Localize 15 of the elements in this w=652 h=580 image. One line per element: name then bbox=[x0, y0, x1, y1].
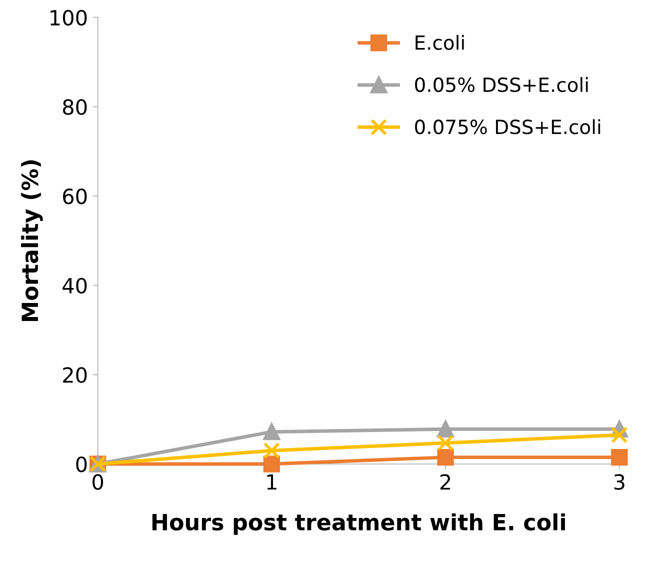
y-axis-title: Mortality (%) bbox=[21, 160, 43, 321]
x-axis-title: Hours post treatment with E. coli bbox=[152, 513, 565, 535]
y-tick-label: 20 bbox=[63, 367, 87, 383]
x-tick-label: 0 bbox=[92, 474, 104, 490]
y-tick-label: 0 bbox=[76, 456, 87, 472]
legend-label: 0.075% DSS+E.coli bbox=[415, 119, 600, 134]
y-tick-label: 100 bbox=[50, 10, 87, 26]
legend-label: 0.05% DSS+E.coli bbox=[415, 77, 588, 92]
y-tick-label: 80 bbox=[62, 99, 87, 115]
x-tick-label: 1 bbox=[267, 474, 276, 490]
x-tick-label: 2 bbox=[440, 474, 450, 490]
y-tick-label: 40 bbox=[62, 278, 87, 294]
legend-label: E.coli bbox=[416, 34, 464, 50]
x-tick-label: 3 bbox=[614, 474, 624, 490]
y-tick-label: 60 bbox=[63, 188, 87, 204]
